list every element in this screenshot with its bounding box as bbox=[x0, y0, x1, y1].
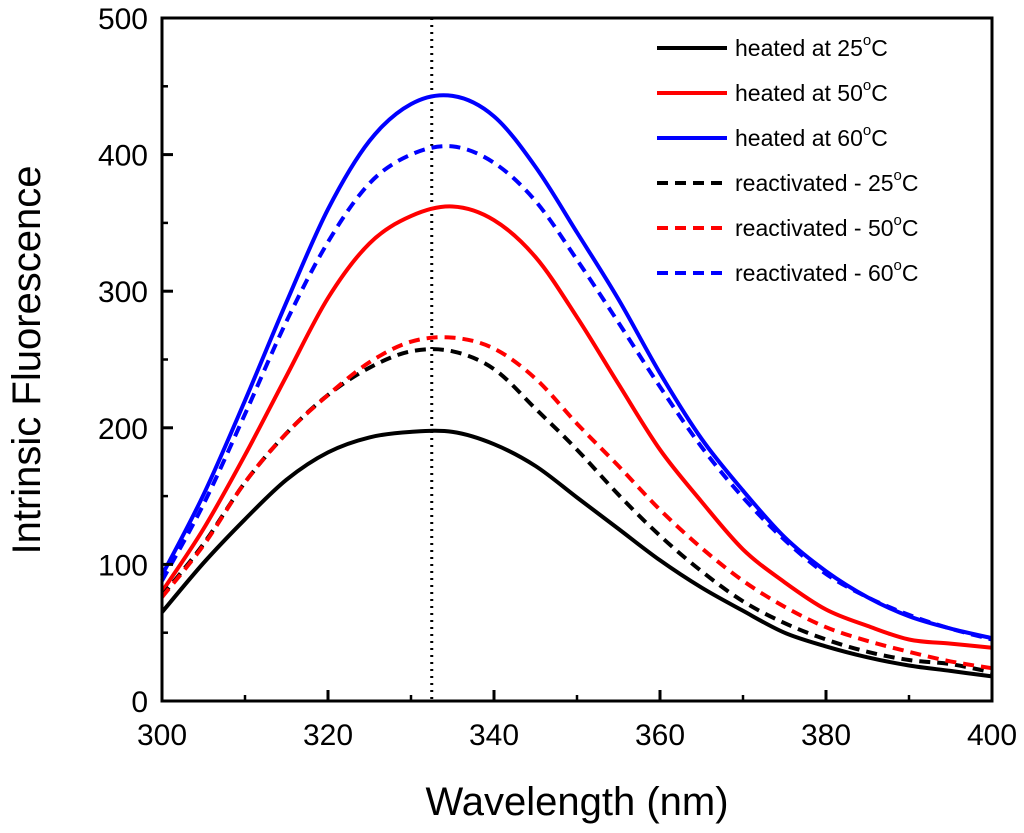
legend: heated at 25oC heated at 50oC heated at 60… bbox=[657, 32, 919, 286]
y-tick-label: 200 bbox=[98, 413, 148, 446]
legend-label-6: reactivated - 60oC bbox=[735, 257, 919, 286]
axis-ticks: 300 320 340 360 380 400 0 100 200 300 400 500 bbox=[98, 3, 1017, 752]
series-line-5 bbox=[160, 335, 993, 671]
y-axis-title: Intrinsic Fluorescence bbox=[5, 165, 49, 554]
x-tick-label: 320 bbox=[303, 719, 353, 752]
x-tick-label: 340 bbox=[469, 719, 519, 752]
y-tick-label: 100 bbox=[98, 549, 148, 582]
x-axis-title: Wavelength (nm) bbox=[425, 780, 728, 824]
x-tick-label: 300 bbox=[137, 719, 187, 752]
legend-label-2: heated at 50oC bbox=[735, 77, 888, 106]
x-tick-label: 380 bbox=[801, 719, 851, 752]
y-tick-label: 500 bbox=[98, 3, 148, 36]
legend-label-4: reactivated - 25oC bbox=[735, 167, 919, 196]
legend-label-5: reactivated - 50oC bbox=[735, 212, 919, 241]
series-line-6 bbox=[160, 144, 993, 642]
x-tick-label: 360 bbox=[635, 719, 685, 752]
legend-label-1: heated at 25oC bbox=[735, 32, 888, 61]
x-tick-label: 400 bbox=[967, 719, 1017, 752]
y-tick-label: 300 bbox=[98, 276, 148, 309]
y-tick-label: 400 bbox=[98, 140, 148, 173]
y-tick-label: 0 bbox=[131, 686, 148, 719]
series-line-2 bbox=[160, 204, 993, 650]
series-line-1 bbox=[160, 428, 993, 679]
plot-area bbox=[160, 18, 993, 701]
legend-label-3: heated at 60oC bbox=[735, 122, 888, 151]
